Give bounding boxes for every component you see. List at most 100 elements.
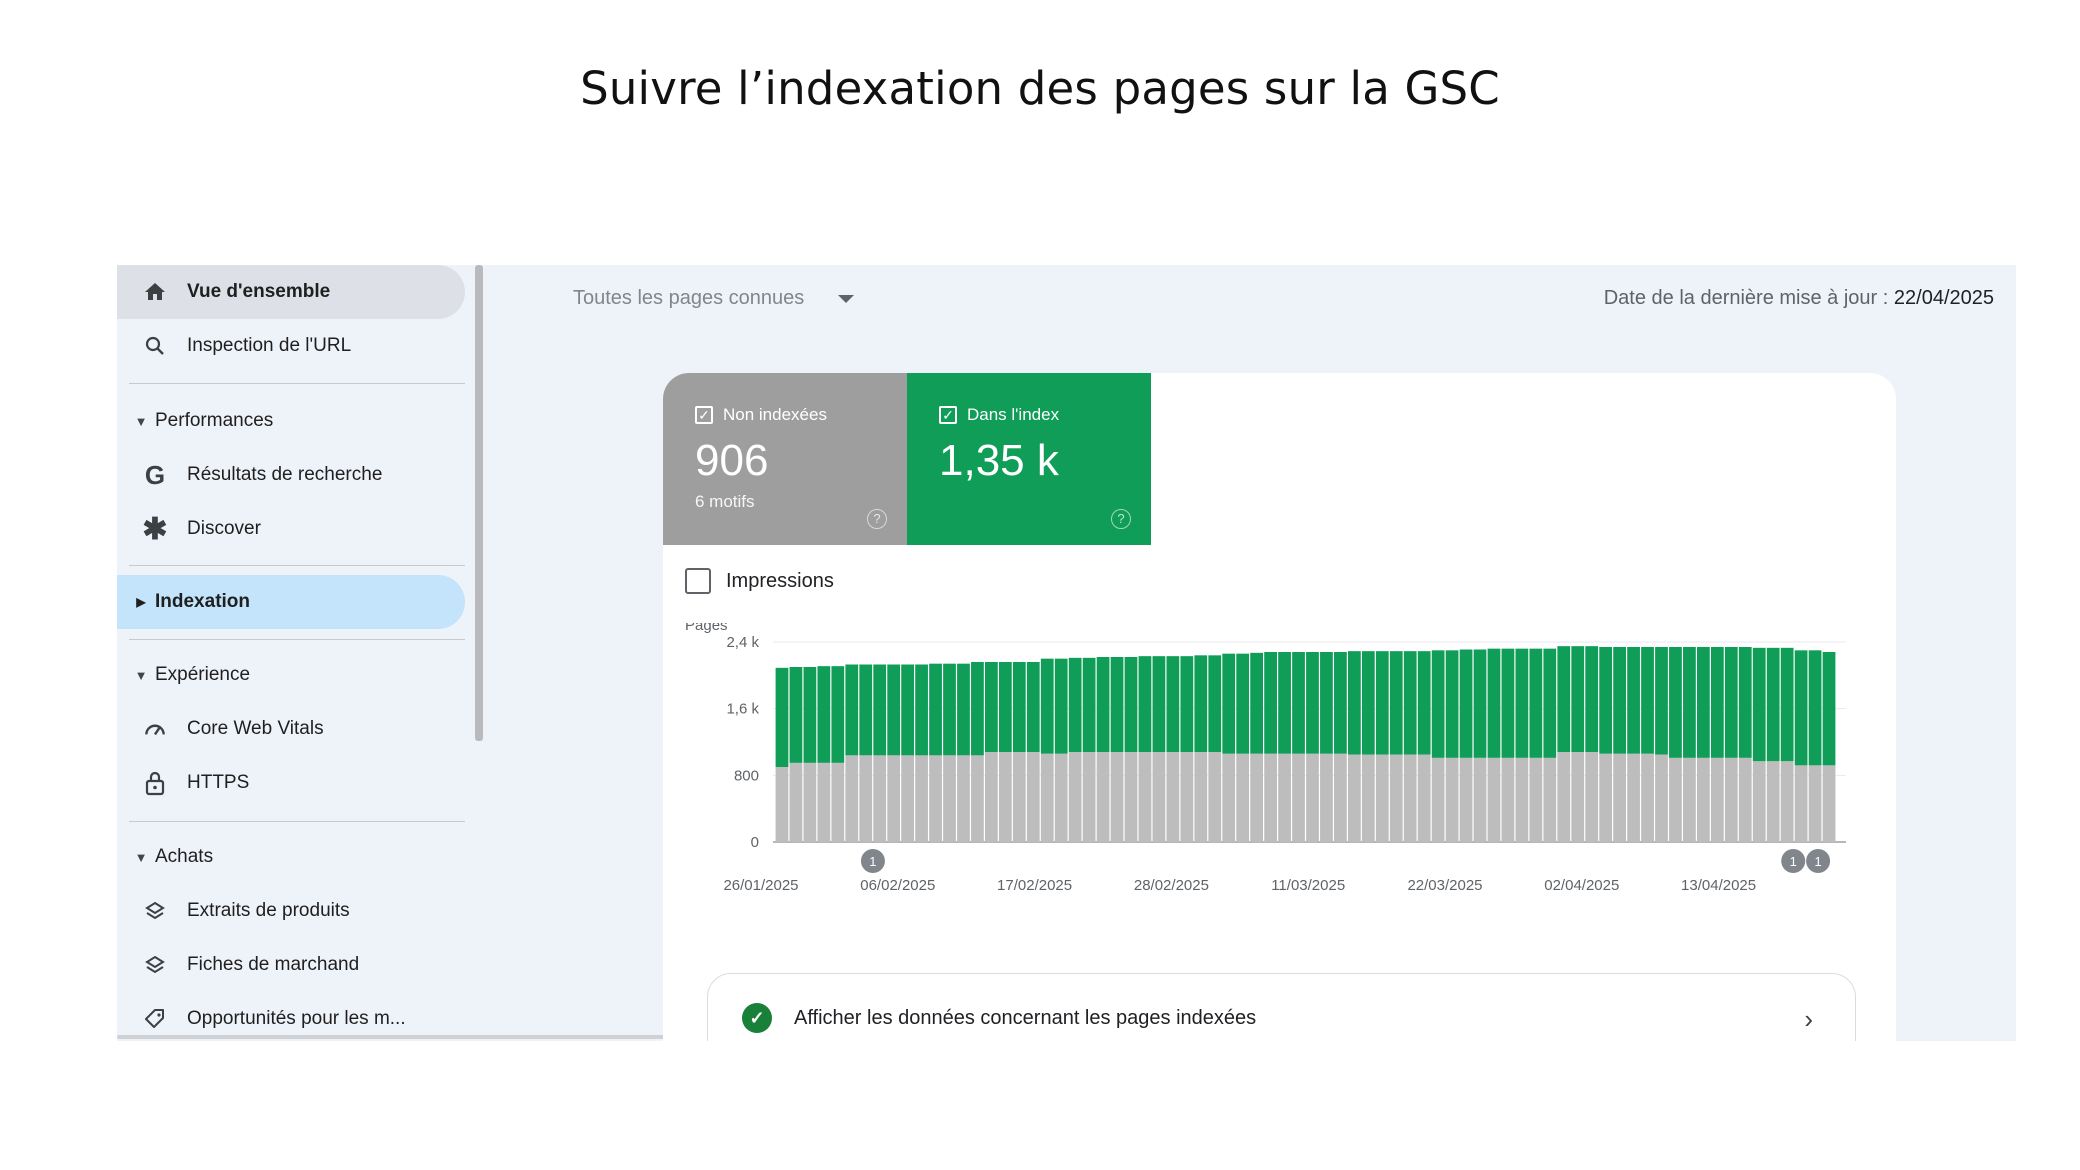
bar-indexed	[817, 666, 831, 763]
bar-not-indexed	[971, 755, 984, 842]
bar-not-indexed	[915, 755, 928, 842]
bar-not-indexed	[1752, 761, 1766, 842]
bar-indexed	[789, 667, 803, 763]
sidebar-item-discover[interactable]: ✱ Discover	[117, 502, 465, 556]
bar-indexed	[1627, 647, 1640, 754]
bar-indexed	[1054, 658, 1068, 754]
bar-not-indexed	[1208, 752, 1222, 842]
pages-filter-dropdown[interactable]: Toutes les pages connues	[573, 287, 855, 310]
bar-not-indexed	[1334, 753, 1347, 842]
bar-not-indexed	[1403, 754, 1417, 842]
view-indexed-pages-link[interactable]: ✓ Afficher les données concernant les pa…	[707, 973, 1856, 1041]
home-icon	[141, 278, 169, 306]
tile-value: 906	[695, 436, 769, 485]
bar-not-indexed	[1683, 757, 1696, 842]
bar-indexed	[1808, 650, 1822, 766]
chevron-right-icon: ›	[1804, 1004, 1813, 1034]
help-icon[interactable]: ?	[867, 509, 887, 529]
bar-not-indexed	[1529, 757, 1543, 842]
impressions-label: Impressions	[726, 569, 834, 592]
bar-indexed	[1292, 652, 1305, 754]
bar-not-indexed	[1152, 752, 1166, 842]
bar-indexed	[1669, 647, 1682, 758]
bar-indexed	[1613, 647, 1626, 754]
sidebar-item-overview[interactable]: Vue d'ensemble	[117, 265, 465, 319]
bar-indexed	[1683, 647, 1696, 758]
annotation-label: 1	[1814, 854, 1821, 869]
sidebar-item-indexation[interactable]: ▶ Indexation	[117, 575, 465, 629]
sidebar-item-product-snippets[interactable]: Extraits de produits	[117, 884, 465, 938]
bar-not-indexed	[1375, 754, 1389, 842]
bar-indexed	[1278, 652, 1291, 754]
bar-not-indexed	[803, 762, 817, 842]
checkbox-checked-icon[interactable]: ✓	[939, 406, 957, 424]
tile-subtitle: 6 motifs	[695, 492, 755, 511]
tile-indexed[interactable]: ✓ Dans l'index 1,35 k ?	[907, 373, 1151, 545]
x-tick-label: 26/01/2025	[723, 877, 798, 894]
x-tick-label: 28/02/2025	[1134, 877, 1209, 894]
bar-not-indexed	[1320, 753, 1333, 842]
sidebar-item-merchant-listings[interactable]: Fiches de marchand	[117, 938, 465, 992]
bar-indexed	[1752, 647, 1766, 762]
bar-not-indexed	[1627, 753, 1640, 842]
horizontal-scrollbar[interactable]	[117, 1035, 850, 1039]
bar-not-indexed	[1096, 752, 1110, 842]
bar-indexed	[1012, 662, 1026, 752]
bar-indexed	[775, 667, 789, 767]
bar-indexed	[859, 664, 873, 756]
annotation-label: 1	[1790, 854, 1797, 869]
google-g-icon: G	[144, 459, 166, 490]
sidebar-scrollbar[interactable]	[475, 265, 483, 741]
slide-title: Suivre l’indexation des pages sur la GSC	[580, 62, 1500, 115]
bar-not-indexed	[1515, 757, 1529, 842]
bar-indexed	[915, 664, 928, 756]
bar-indexed	[1557, 646, 1571, 752]
bar-indexed	[1710, 647, 1724, 758]
divider	[129, 383, 465, 384]
y-tick-label: 800	[734, 767, 759, 784]
bar-not-indexed	[957, 755, 970, 842]
checkbox-unchecked-icon[interactable]	[685, 568, 711, 594]
bar-indexed	[1320, 652, 1333, 754]
bar-indexed	[1264, 652, 1277, 754]
sidebar-item-core-web-vitals[interactable]: Core Web Vitals	[117, 702, 465, 756]
bar-not-indexed	[1585, 752, 1599, 842]
section-performances[interactable]: ▼ Performances	[117, 394, 465, 448]
sidebar-item-opportunities[interactable]: Opportunités pour les m...	[117, 992, 465, 1041]
bar-indexed	[1543, 648, 1557, 758]
tile-value: 1,35 k	[939, 436, 1059, 485]
bar-indexed	[971, 662, 984, 756]
bar-not-indexed	[1501, 757, 1515, 842]
help-icon[interactable]: ?	[1111, 509, 1131, 529]
bar-indexed	[1026, 662, 1040, 752]
y-tick-label: 1,6 k	[726, 701, 759, 718]
bar-indexed	[1822, 652, 1836, 766]
bar-not-indexed	[901, 755, 915, 842]
bar-not-indexed	[873, 755, 887, 842]
sidebar-item-label: Discover	[187, 518, 261, 539]
sidebar-item-url-inspection[interactable]: Inspection de l'URL	[117, 319, 465, 373]
bar-not-indexed	[1808, 765, 1822, 842]
bar-not-indexed	[1264, 753, 1277, 842]
annotation-marker	[1781, 849, 1806, 873]
impressions-toggle[interactable]: Impressions	[685, 568, 834, 594]
bar-indexed	[998, 662, 1012, 752]
bar-not-indexed	[1054, 753, 1068, 842]
bar-not-indexed	[1417, 754, 1431, 842]
sidebar-item-search-results[interactable]: G Résultats de recherche	[117, 448, 465, 502]
layers-icon	[141, 951, 169, 979]
caret-down-icon: ▼	[134, 667, 148, 683]
checkbox-checked-icon[interactable]: ✓	[695, 406, 713, 424]
tile-not-indexed[interactable]: ✓ Non indexées 906 6 motifs ?	[663, 373, 907, 545]
lock-icon	[141, 769, 169, 797]
sidebar-item-https[interactable]: HTTPS	[117, 756, 465, 810]
bar-not-indexed	[1138, 752, 1152, 842]
bar-not-indexed	[1669, 757, 1682, 842]
bar-not-indexed	[1110, 752, 1124, 842]
bar-indexed	[1641, 647, 1654, 754]
bar-not-indexed	[1040, 753, 1054, 842]
bar-indexed	[1375, 651, 1389, 755]
section-experience[interactable]: ▼ Expérience	[117, 648, 465, 702]
section-achats[interactable]: ▼ Achats	[117, 830, 465, 884]
bar-indexed	[1040, 658, 1054, 754]
